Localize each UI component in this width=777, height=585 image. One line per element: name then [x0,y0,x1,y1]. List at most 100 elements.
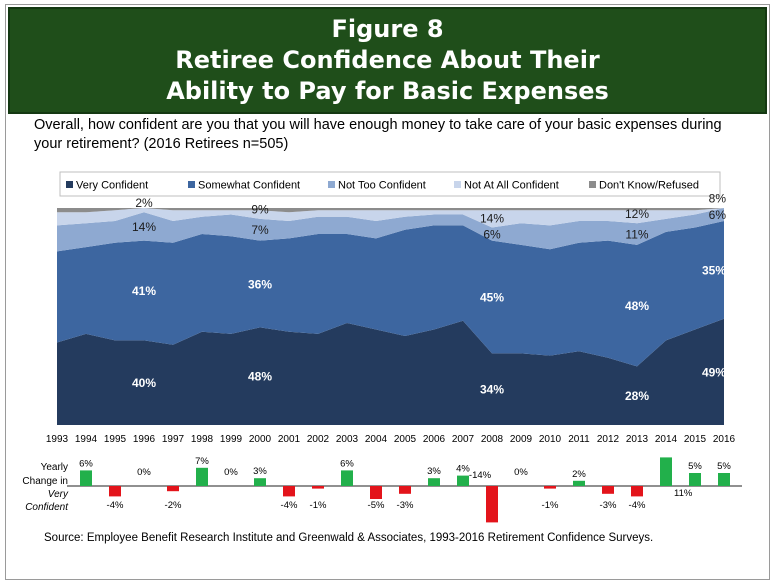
area-data-label: 14% [480,211,504,225]
change-value-label: -3% [397,500,414,511]
change-value-label: 6% [79,458,93,469]
change-value-label: 3% [427,466,441,477]
area-series-very-confident [57,318,724,425]
change-bar [544,486,556,489]
area-data-label: 49% [702,365,726,379]
year-axis: 1993 1994 1995 1996 1997 1998 1999 2000 2001 2002… [46,434,736,445]
area-data-label: 7% [251,223,269,237]
year-tick-label: 2008 [481,434,504,445]
year-tick-label: 1995 [104,434,127,445]
stacked-area-plot [57,208,724,425]
area-data-label: 12% [625,207,649,221]
yearly-change-label-line: Confident [25,502,69,513]
change-value-label: 5% [688,461,702,472]
legend-entry: Somewhat Confident [198,180,300,192]
survey-question: Overall, how confident are you that you … [34,117,722,152]
change-bar [283,486,295,497]
change-value-label: 2% [572,469,586,480]
title-banner: Figure 8 Retiree Confidence About Their … [8,7,767,114]
year-tick-label: 2012 [597,434,620,445]
change-value-label: 0% [224,467,238,478]
year-tick-label: 2009 [510,434,533,445]
change-bar [399,486,411,494]
change-value-label: -4% [281,500,298,511]
change-bar [167,486,179,492]
area-series-not-too-confident [57,208,724,252]
area-data-label: 11% [625,228,648,242]
area-data-label: 35% [702,263,726,277]
change-bar [457,475,469,486]
change-value-label: 4% [456,464,470,475]
change-bar [370,486,382,499]
legend-swatch [66,181,73,188]
change-value-label: -3% [600,500,617,511]
change-value-label: -14% [469,470,492,481]
area-data-label: 48% [625,299,649,313]
legend-box [59,171,721,197]
area-data-label: 41% [132,284,156,298]
change-bar [573,480,585,486]
year-tick-label: 2003 [336,434,359,445]
change-value-label: 11% [674,488,693,499]
area-data-label: 36% [248,277,272,291]
yearly-change-label-line: Yearly [41,462,68,473]
year-tick-label: 1997 [162,434,185,445]
legend-entry: Not At All Confident [464,180,559,192]
area-series-don-t-know-refused [57,208,724,213]
yearly-change-label-line: Very [48,489,69,500]
change-bar [689,473,701,486]
year-tick-label: 2001 [278,434,301,445]
change-bar [602,486,614,494]
figure-title-line-2: Ability to Pay for Basic Expenses [166,77,609,105]
yearly-change-bars: 6% -4% 0% -2% 7% 0% 3% -4% -1% 6% -5% -3% 3% 4%-14% 0%… [67,456,742,523]
figure-number: Figure 8 [331,15,444,43]
change-value-label: -4% [629,500,646,511]
change-bar [109,486,121,497]
yearly-change-axis-label: Yearly Change in Very Confident [22,462,69,513]
change-value-label: 0% [514,467,528,478]
area-series-not-at-all-confident [57,208,724,228]
change-value-label: 6% [340,458,354,469]
legend-swatch [454,181,461,188]
area-data-label: 9% [251,203,269,217]
figure-title-line-1: Retiree Confidence About Their [175,46,600,74]
area-data-label: 40% [132,376,156,390]
year-tick-label: 2000 [249,434,272,445]
area-data-label: 34% [480,383,504,397]
chart-legend: Very Confident Somewhat Confident Not Too … [59,171,721,197]
change-value-label: 7% [195,456,209,467]
year-tick-label: 2015 [684,434,707,445]
year-tick-label: 2002 [307,434,330,445]
area-data-label: 45% [480,290,504,304]
year-tick-label: 2004 [365,434,388,445]
change-bar [718,473,730,486]
area-data-labels: 40% 41% 14% 2% 48% 36% 7% 9% 34% 45% 6% 14% 28% 48% 11… [132,192,726,403]
year-tick-label: 2014 [655,434,678,445]
change-value-label: -1% [542,500,559,511]
legend-entry: Not Too Confident [338,180,426,192]
source-note: Source: Employee Benefit Research Instit… [44,532,654,544]
year-tick-label: 1994 [75,434,98,445]
year-tick-label: 2007 [452,434,475,445]
legend-swatch [328,181,335,188]
year-tick-label: 2011 [568,434,590,445]
year-tick-label: 2016 [713,434,736,445]
area-series-somewhat-confident [57,221,724,367]
change-bar [341,470,353,486]
area-data-label: 6% [709,208,727,222]
area-data-label: 2% [135,196,153,210]
year-tick-label: 2013 [626,434,649,445]
year-tick-label: 1998 [191,434,214,445]
change-value-label: -5% [368,500,385,511]
legend-entry: Don't Know/Refused [599,180,699,192]
year-tick-label: 2006 [423,434,446,445]
legend-swatch [589,181,596,188]
change-bar [486,486,498,523]
year-tick-label: 2010 [539,434,562,445]
year-tick-label: 1996 [133,434,156,445]
change-value-label: -4% [107,500,124,511]
yearly-change-label-line: Change in [22,476,68,487]
legend-swatch [188,181,195,188]
area-data-label: 28% [625,389,649,403]
